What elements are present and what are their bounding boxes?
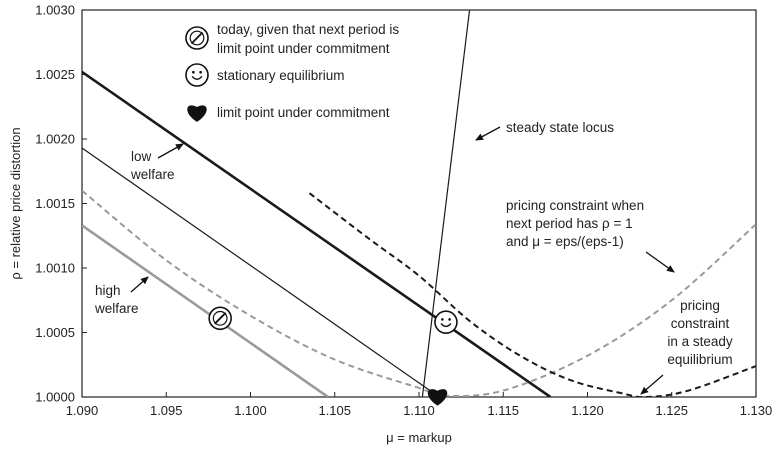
- annotation-line: pricing: [680, 298, 720, 313]
- y-tick-label: 1.0015: [35, 196, 75, 211]
- today-marker: [208, 306, 232, 331]
- plot-frame: [81, 9, 757, 398]
- smiley-icon: [185, 63, 209, 87]
- legend-item: today, given that next period is limit po…: [185, 22, 399, 56]
- y-tick-label: 1.0010: [35, 261, 75, 276]
- pricing-constraint-next-period-line: [82, 189, 756, 397]
- annotation-line: welfare: [94, 301, 139, 316]
- high-welfare-label: high welfare: [94, 276, 149, 316]
- heart-shape: [187, 105, 207, 122]
- x-tick-label: 1.100: [234, 403, 267, 418]
- annotation-line: equilibrium: [667, 352, 732, 367]
- annotation-arrow: [645, 251, 675, 273]
- x-tick-label: 1.120: [571, 403, 604, 418]
- stationary-equilibrium-marker: [434, 310, 458, 334]
- y-tick-label: 1.0005: [35, 325, 75, 340]
- smiley-face: [185, 63, 209, 87]
- annotation-line: constraint: [671, 316, 730, 331]
- x-axis-label: μ = markup: [386, 430, 452, 445]
- annotation-arrow: [130, 276, 149, 293]
- annotation-arrow: [475, 126, 501, 141]
- x-tick-label: 1.110: [403, 403, 435, 418]
- heart-icon: [187, 105, 207, 122]
- annotation-line: low: [131, 149, 152, 164]
- smiley-face: [434, 310, 458, 334]
- steady-state-locus-label: steady state locus: [475, 120, 614, 141]
- slash-inner-ring: [212, 310, 228, 326]
- annotation-line: pricing constraint when: [506, 198, 644, 213]
- commitment-limit-marker: [427, 389, 448, 406]
- circled-slash-icon: [185, 26, 209, 50]
- annotation-line: and μ = eps/(eps-1): [506, 234, 624, 249]
- x-tick-label: 1.130: [740, 403, 773, 418]
- annotation-line: steady state locus: [506, 120, 614, 135]
- annotation-line: in a steady: [667, 334, 733, 349]
- legend-label: today, given that next period is: [217, 22, 399, 37]
- y-tick-label: 1.0025: [35, 67, 75, 82]
- y-axis-label: ρ = relative price distortion: [8, 127, 23, 279]
- x-tick-label: 1.105: [318, 403, 351, 418]
- annotation-line: welfare: [130, 167, 175, 182]
- low-welfare-isocurve-line: [82, 70, 552, 397]
- annotation-line: next period has ρ = 1: [506, 216, 633, 231]
- steady-state-locus-line: [421, 10, 471, 397]
- y-tick-label: 1.0020: [35, 132, 75, 147]
- smiley-mouth: [191, 75, 203, 80]
- x-tick-label: 1.090: [66, 403, 99, 418]
- smiley-mouth: [440, 323, 452, 328]
- x-tick-label: 1.125: [655, 403, 688, 418]
- smiley-eye-left: [192, 70, 195, 74]
- slash-inner-ring: [189, 30, 205, 46]
- legend-label: limit point under commitment: [217, 41, 390, 56]
- pricing-constraint-steady-line: [308, 192, 756, 397]
- smiley-eye-right: [199, 70, 202, 74]
- low-welfare-label: low welfare: [130, 143, 184, 182]
- y-tick-label: 1.0000: [35, 390, 75, 405]
- y-tick-label: 1.0030: [35, 3, 75, 18]
- legend-item: stationary equilibrium: [185, 63, 345, 87]
- legend-label: limit point under commitment: [217, 105, 390, 120]
- annotation-line: high: [95, 283, 121, 298]
- smiley-eye-left: [441, 318, 444, 321]
- slash-bar: [214, 312, 227, 325]
- annotation-arrow: [157, 143, 184, 159]
- pricing-next-label: pricing constraint when next period has ρ…: [506, 198, 675, 273]
- annotation-arrow: [640, 374, 664, 395]
- legend-label: stationary equilibrium: [217, 68, 345, 83]
- high-welfare-isocurve-line: [82, 224, 329, 397]
- heart-shape: [427, 389, 448, 406]
- legend-item: limit point under commitment: [187, 105, 390, 122]
- middle-isocurve-line: [82, 147, 440, 397]
- pricing-steady-label: pricing constraint in a steady equilibrium: [640, 298, 733, 395]
- smiley-eye-right: [448, 318, 451, 321]
- x-tick-label: 1.115: [487, 403, 519, 418]
- slash-bar: [190, 31, 204, 45]
- x-tick-label: 1.095: [150, 403, 183, 418]
